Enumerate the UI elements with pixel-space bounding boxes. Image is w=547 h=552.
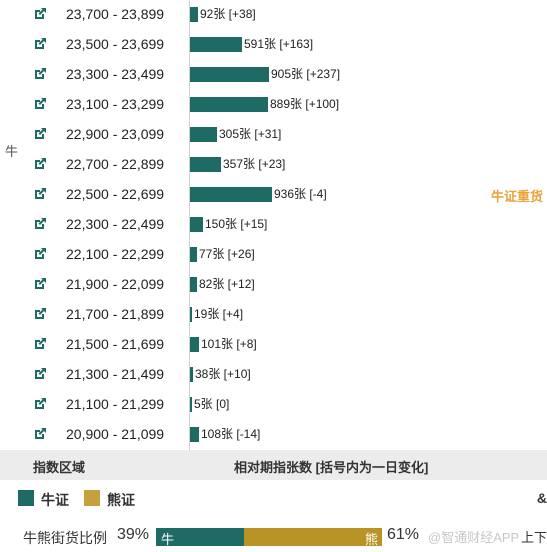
- range-label: 23,100 - 23,299: [66, 96, 165, 112]
- range-label: 21,900 - 22,099: [66, 276, 165, 292]
- legend-swatch-bear: [84, 490, 100, 506]
- range-label: 21,300 - 21,499: [66, 366, 165, 382]
- count-bar: [190, 127, 217, 142]
- range-row: 21,500 - 21,699 101张 [+8]: [0, 330, 547, 360]
- external-link-icon[interactable]: [33, 247, 47, 261]
- ratio-bear-tag: 熊: [364, 532, 378, 547]
- count-bar: [190, 157, 221, 172]
- count-label: 889张 [+100]: [270, 97, 340, 111]
- range-row: 21,100 - 21,299 5张 [0]: [0, 390, 547, 420]
- external-link-icon[interactable]: [33, 337, 47, 351]
- range-row: 21,700 - 21,899 19张 [+4]: [0, 300, 547, 330]
- count-bar: [190, 67, 269, 82]
- range-row: 21,900 - 22,099 82张 [+12]: [0, 270, 547, 300]
- ratio-bull-percent: 39%: [117, 526, 150, 543]
- count-label: 82张 [+12]: [199, 277, 255, 291]
- external-link-icon[interactable]: [33, 7, 47, 21]
- range-label: 22,100 - 22,299: [66, 246, 165, 262]
- range-row: 23,300 - 23,499 905张 [+237]: [0, 60, 547, 90]
- ratio-title: 牛熊街货比例: [23, 530, 107, 546]
- range-label: 22,500 - 22,699: [66, 186, 165, 202]
- legend-label-bull: 牛证: [41, 492, 69, 508]
- range-label: 23,700 - 23,899: [66, 6, 165, 22]
- range-row: 22,500 - 22,699 936张 [-4]: [0, 180, 547, 210]
- heavy-position-label: 牛证重货: [490, 189, 543, 204]
- range-label: 21,700 - 21,899: [66, 306, 165, 322]
- range-label: 21,100 - 21,299: [66, 396, 165, 412]
- count-label: 936张 [-4]: [274, 187, 327, 201]
- legend-edge-text: &: [536, 490, 547, 506]
- external-link-icon[interactable]: [33, 187, 47, 201]
- external-link-icon[interactable]: [33, 277, 47, 291]
- range-row: 23,500 - 23,699 591张 [+163]: [0, 30, 547, 60]
- table-header: 指数区域 相对期指张数 [括号内为一日变化]: [0, 450, 547, 480]
- range-label: 20,900 - 21,099: [66, 426, 165, 442]
- external-link-icon[interactable]: [33, 217, 47, 231]
- range-label: 21,500 - 21,699: [66, 336, 165, 352]
- count-bar: [190, 7, 198, 22]
- count-label: 905张 [+237]: [271, 67, 341, 81]
- count-bar: [190, 307, 192, 322]
- count-bar: [190, 97, 268, 112]
- corner-text: 上下: [520, 530, 547, 545]
- count-bar: [190, 187, 272, 202]
- count-label: 305张 [+31]: [219, 127, 282, 141]
- legend: 牛证 熊证 &: [0, 488, 547, 510]
- count-bar: [190, 37, 242, 52]
- range-row: 23,100 - 23,299 889张 [+100]: [0, 90, 547, 120]
- count-bar: [190, 217, 203, 232]
- count-bar: [190, 427, 199, 442]
- external-link-icon[interactable]: [33, 307, 47, 321]
- legend-swatch-bull: [18, 490, 34, 506]
- external-link-icon[interactable]: [33, 157, 47, 171]
- column-header-count: 相对期指张数 [括号内为一日变化]: [234, 460, 429, 475]
- count-label: 591张 [+163]: [244, 37, 314, 51]
- external-link-icon[interactable]: [33, 67, 47, 81]
- side-label: 牛: [5, 144, 19, 159]
- count-label: 19张 [+4]: [194, 307, 244, 321]
- bar-axis-line: [189, 0, 190, 450]
- ratio-bar: 牛 熊: [156, 528, 382, 547]
- range-row: 20,900 - 21,099 108张 [-14]: [0, 420, 547, 450]
- range-label: 22,700 - 22,899: [66, 156, 165, 172]
- count-label: 77张 [+26]: [199, 247, 255, 261]
- external-link-icon[interactable]: [33, 427, 47, 441]
- count-label: 108张 [-14]: [201, 427, 261, 441]
- ratio-bar-bull: 牛: [156, 528, 245, 547]
- watermark: @智通财经APP: [428, 530, 520, 545]
- range-label: 22,900 - 23,099: [66, 126, 165, 142]
- count-label: 101张 [+8]: [201, 337, 257, 351]
- column-header-range: 指数区域: [33, 460, 86, 475]
- legend-label-bear: 熊证: [107, 492, 135, 508]
- ratio-bear-percent: 61%: [387, 526, 420, 543]
- count-bar: [190, 337, 199, 352]
- ratio-bar-bear: 熊: [244, 528, 382, 547]
- count-label: 5张 [0]: [194, 397, 230, 411]
- count-bar: [190, 367, 193, 382]
- range-row: 23,700 - 23,899 92张 [+38]: [0, 0, 547, 30]
- count-bar: [190, 277, 197, 292]
- count-label: 357张 [+23]: [223, 157, 286, 171]
- range-row: 21,300 - 21,499 38张 [+10]: [0, 360, 547, 390]
- count-bar: [190, 247, 197, 262]
- count-bar: [190, 397, 192, 412]
- external-link-icon[interactable]: [33, 397, 47, 411]
- count-label: 38张 [+10]: [195, 367, 251, 381]
- range-label: 22,300 - 22,499: [66, 216, 165, 232]
- external-link-icon[interactable]: [33, 367, 47, 381]
- bull-bear-ratio: 牛熊街货比例 39% 牛 熊 61% @智通财经APP 上下: [0, 524, 547, 548]
- range-row: 22,300 - 22,499 150张 [+15]: [0, 210, 547, 240]
- range-label: 23,300 - 23,499: [66, 66, 165, 82]
- range-row: 22,900 - 23,099 305张 [+31]: [0, 120, 547, 150]
- count-label: 150张 [+15]: [205, 217, 268, 231]
- range-row: 22,100 - 22,299 77张 [+26]: [0, 240, 547, 270]
- ratio-bull-tag: 牛: [161, 532, 175, 547]
- external-link-icon[interactable]: [33, 127, 47, 141]
- external-link-icon[interactable]: [33, 37, 47, 51]
- range-label: 23,500 - 23,699: [66, 36, 165, 52]
- external-link-icon[interactable]: [33, 97, 47, 111]
- count-label: 92张 [+38]: [200, 7, 256, 21]
- range-row: 22,700 - 22,899 357张 [+23]: [0, 150, 547, 180]
